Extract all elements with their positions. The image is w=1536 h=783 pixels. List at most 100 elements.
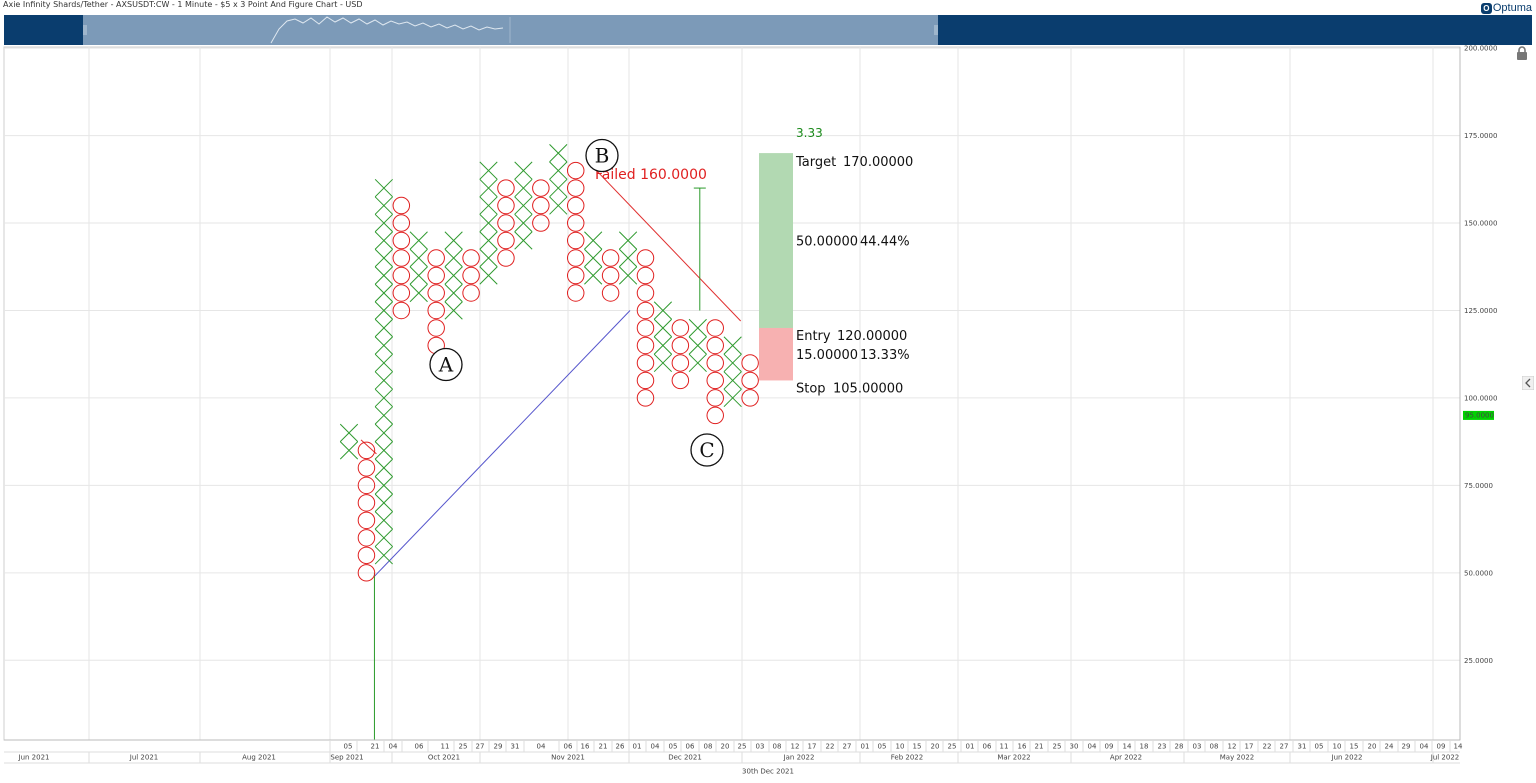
o-box xyxy=(671,336,690,355)
day-label: 08 xyxy=(773,743,782,751)
price-axis: 25.0000 50.0000 75.0000 100.0000 125.0000 150… xyxy=(1459,45,1497,740)
chevron-left-icon[interactable] xyxy=(1522,376,1534,390)
day-label: 20 xyxy=(1368,743,1377,751)
o-box xyxy=(357,511,376,530)
x-box xyxy=(514,178,533,198)
risk-percent: 13.33% xyxy=(860,348,910,363)
o-box xyxy=(601,266,620,285)
o-box xyxy=(497,196,515,215)
x-box xyxy=(549,196,568,215)
x-box xyxy=(618,248,638,268)
x-box xyxy=(409,283,428,303)
day-label: 05 xyxy=(1315,743,1324,751)
day-label: 11 xyxy=(1000,743,1009,751)
trend-lines xyxy=(360,166,742,740)
x-box xyxy=(688,353,707,373)
x-box xyxy=(374,493,393,512)
navigator-right-handle[interactable] xyxy=(934,25,938,35)
day-label: 05 xyxy=(878,743,887,751)
x-box xyxy=(444,301,463,320)
o-box xyxy=(706,371,724,390)
o-box xyxy=(392,214,411,232)
o-box xyxy=(497,249,515,267)
x-box xyxy=(374,528,393,547)
day-label: 10 xyxy=(1333,743,1342,751)
o-box xyxy=(741,371,759,390)
month-label: May 2022 xyxy=(1220,754,1255,762)
optuma-logo: O Optuma xyxy=(1480,1,1532,15)
x-box xyxy=(653,301,673,320)
x-box xyxy=(479,213,498,233)
o-box xyxy=(497,231,515,250)
x-box xyxy=(374,318,393,338)
date-axis: 05 21 04 06 11 25 27 29 31 04 06 16 21 26 01 04 05 06 08 20… xyxy=(4,739,1463,776)
failed-breakout-label: Failed 160.0000 xyxy=(595,167,707,183)
month-label: Apr 2022 xyxy=(1110,754,1142,762)
navigator-preview-line xyxy=(270,16,511,44)
x-box xyxy=(723,353,742,373)
day-label: 21 xyxy=(599,743,608,751)
day-label: 08 xyxy=(704,743,713,751)
reward-amount: 50.00000 xyxy=(796,235,858,250)
o-box xyxy=(566,179,585,197)
x-box xyxy=(374,336,393,355)
day-label: 04 xyxy=(389,743,398,751)
o-box xyxy=(427,319,445,337)
o-box xyxy=(357,564,376,582)
optuma-logo-icon: O xyxy=(1480,2,1492,14)
x-box xyxy=(374,371,393,390)
support-trend-line xyxy=(374,310,631,577)
time-navigator[interactable] xyxy=(4,15,1532,45)
label-b: B xyxy=(595,144,610,168)
day-label: 25 xyxy=(738,743,747,751)
day-label: 06 xyxy=(983,743,992,751)
day-label: 29 xyxy=(1402,743,1411,751)
label-circle-a xyxy=(429,347,463,382)
day-label: 06 xyxy=(415,743,424,751)
x-box xyxy=(374,406,393,425)
o-box xyxy=(357,441,376,460)
day-label: 30 xyxy=(1070,743,1079,751)
o-box xyxy=(392,284,411,302)
month-label: Nov 2021 xyxy=(551,754,585,762)
navigator-window[interactable] xyxy=(83,15,938,45)
stop-label: Stop xyxy=(796,381,826,396)
o-box xyxy=(566,266,585,285)
x-box xyxy=(653,336,673,355)
x-box xyxy=(549,143,568,163)
last-price-label: 95.0000 xyxy=(1465,412,1494,420)
x-box xyxy=(374,266,393,285)
o-box xyxy=(636,389,655,407)
month-label: Jun 2021 xyxy=(18,754,50,762)
day-label: 22 xyxy=(1263,743,1272,751)
day-label: 22 xyxy=(826,743,835,751)
day-label: 09 xyxy=(1105,743,1114,751)
x-box xyxy=(584,248,603,268)
day-label: 17 xyxy=(1245,743,1254,751)
day-label: 10 xyxy=(896,743,905,751)
o-box xyxy=(671,354,690,372)
x-box xyxy=(653,318,673,338)
o-box xyxy=(357,529,376,547)
cursor-date-label: 30th Dec 2021 xyxy=(742,768,794,776)
o-box xyxy=(566,161,585,180)
o-box xyxy=(636,371,655,390)
x-box xyxy=(444,248,463,268)
x-box xyxy=(374,178,393,198)
x-box xyxy=(688,318,707,338)
o-box xyxy=(566,231,585,250)
x-box xyxy=(339,441,359,460)
lock-icon[interactable] xyxy=(1514,45,1530,61)
x-box xyxy=(374,423,393,443)
day-label: 25 xyxy=(1053,743,1062,751)
target-label: Target xyxy=(795,155,836,170)
o-box xyxy=(671,371,690,390)
day-label: 21 xyxy=(371,743,380,751)
o-box xyxy=(671,319,690,337)
navigator-left-handle[interactable] xyxy=(83,25,87,35)
day-label: 26 xyxy=(616,743,625,751)
trade-box: 3.33 Target 170.00000 50.00000 44.44% Entry 12… xyxy=(759,126,913,396)
day-label: 04 xyxy=(537,743,546,751)
x-box xyxy=(409,231,428,250)
